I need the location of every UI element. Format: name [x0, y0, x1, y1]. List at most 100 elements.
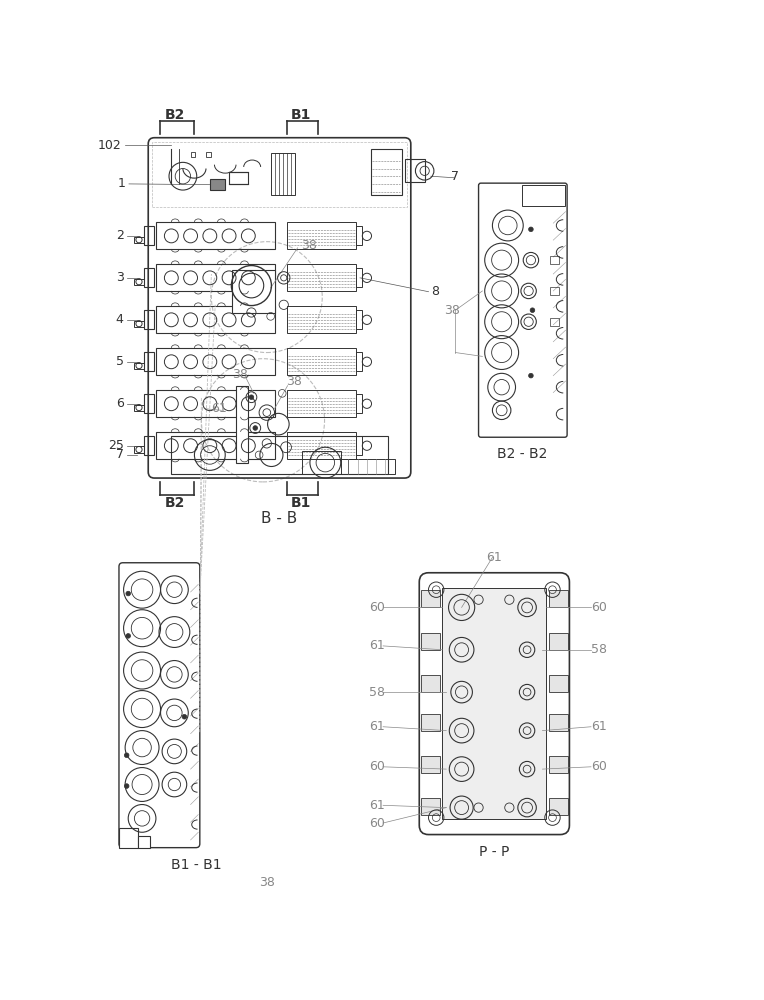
Text: P - P: P - P: [479, 844, 509, 858]
Bar: [286, 432, 356, 459]
Text: 58: 58: [591, 643, 607, 656]
Bar: [549, 633, 568, 650]
Text: 6: 6: [115, 397, 124, 410]
Bar: [134, 363, 144, 369]
Bar: [406, 159, 425, 182]
Text: 8: 8: [431, 285, 439, 298]
Bar: [119, 828, 138, 848]
Text: 61: 61: [591, 720, 607, 733]
Bar: [303, 451, 341, 474]
Bar: [421, 798, 440, 815]
Text: B2 - B2: B2 - B2: [497, 447, 548, 461]
Text: B - B: B - B: [261, 511, 297, 526]
Bar: [144, 310, 154, 329]
Bar: [236, 386, 248, 463]
Text: 38: 38: [232, 368, 248, 381]
Circle shape: [126, 591, 131, 596]
Bar: [421, 675, 440, 692]
Bar: [134, 446, 144, 453]
Bar: [144, 394, 154, 413]
Bar: [523, 185, 565, 206]
Bar: [171, 436, 387, 474]
Bar: [156, 222, 275, 249]
Circle shape: [125, 784, 129, 788]
Text: 60: 60: [369, 817, 384, 830]
Bar: [348, 459, 395, 474]
Text: 7: 7: [452, 170, 459, 183]
Bar: [152, 142, 407, 207]
Text: 38: 38: [259, 876, 275, 889]
Bar: [356, 352, 362, 371]
Circle shape: [249, 395, 254, 400]
Text: 1: 1: [117, 177, 125, 190]
Bar: [550, 287, 559, 295]
Bar: [549, 590, 568, 607]
Bar: [549, 714, 568, 731]
Bar: [229, 172, 248, 184]
Text: 102: 102: [98, 139, 121, 152]
Bar: [442, 588, 546, 819]
Text: 60: 60: [369, 760, 384, 773]
Bar: [232, 270, 274, 312]
Text: B1: B1: [290, 108, 311, 122]
Circle shape: [125, 753, 129, 758]
Text: 60: 60: [369, 601, 384, 614]
Text: 58: 58: [368, 686, 384, 699]
Bar: [134, 405, 144, 411]
Circle shape: [202, 359, 325, 482]
Circle shape: [253, 426, 257, 430]
Bar: [134, 321, 144, 327]
Text: 38: 38: [302, 239, 317, 252]
Bar: [549, 756, 568, 773]
Bar: [550, 256, 559, 264]
Text: 4: 4: [115, 313, 124, 326]
Bar: [156, 306, 275, 333]
Bar: [356, 394, 362, 413]
Bar: [356, 436, 362, 455]
Bar: [356, 226, 362, 245]
Bar: [286, 222, 356, 249]
Bar: [210, 179, 225, 190]
Bar: [156, 264, 275, 291]
Bar: [138, 836, 150, 848]
Bar: [144, 436, 154, 455]
Bar: [134, 237, 144, 243]
Bar: [549, 798, 568, 815]
Circle shape: [530, 308, 535, 312]
Text: 38: 38: [286, 375, 302, 388]
Text: 2: 2: [115, 229, 124, 242]
Bar: [206, 152, 211, 157]
Text: B2: B2: [165, 108, 186, 122]
Bar: [421, 714, 440, 731]
Bar: [144, 268, 154, 287]
Bar: [421, 633, 440, 650]
Bar: [356, 268, 362, 287]
Bar: [550, 318, 559, 326]
Text: B1: B1: [290, 496, 311, 510]
Text: 61: 61: [212, 402, 227, 415]
Bar: [144, 226, 154, 245]
Bar: [190, 152, 195, 157]
Bar: [134, 279, 144, 285]
Bar: [271, 153, 295, 195]
Text: 25: 25: [108, 439, 124, 452]
Circle shape: [529, 373, 533, 378]
Bar: [286, 264, 356, 291]
Text: 61: 61: [486, 551, 502, 564]
Text: 5: 5: [115, 355, 124, 368]
Text: 61: 61: [369, 799, 384, 812]
Text: B1 - B1: B1 - B1: [170, 858, 222, 872]
Bar: [156, 348, 275, 375]
Text: 61: 61: [369, 720, 384, 733]
Bar: [144, 352, 154, 371]
Bar: [156, 390, 275, 417]
Text: 61: 61: [369, 639, 384, 652]
Text: 60: 60: [591, 760, 607, 773]
Text: 3: 3: [115, 271, 124, 284]
Text: 7: 7: [115, 448, 124, 461]
Bar: [356, 310, 362, 329]
Bar: [156, 432, 275, 459]
Text: 60: 60: [591, 601, 607, 614]
Circle shape: [182, 714, 186, 719]
Circle shape: [529, 227, 533, 232]
